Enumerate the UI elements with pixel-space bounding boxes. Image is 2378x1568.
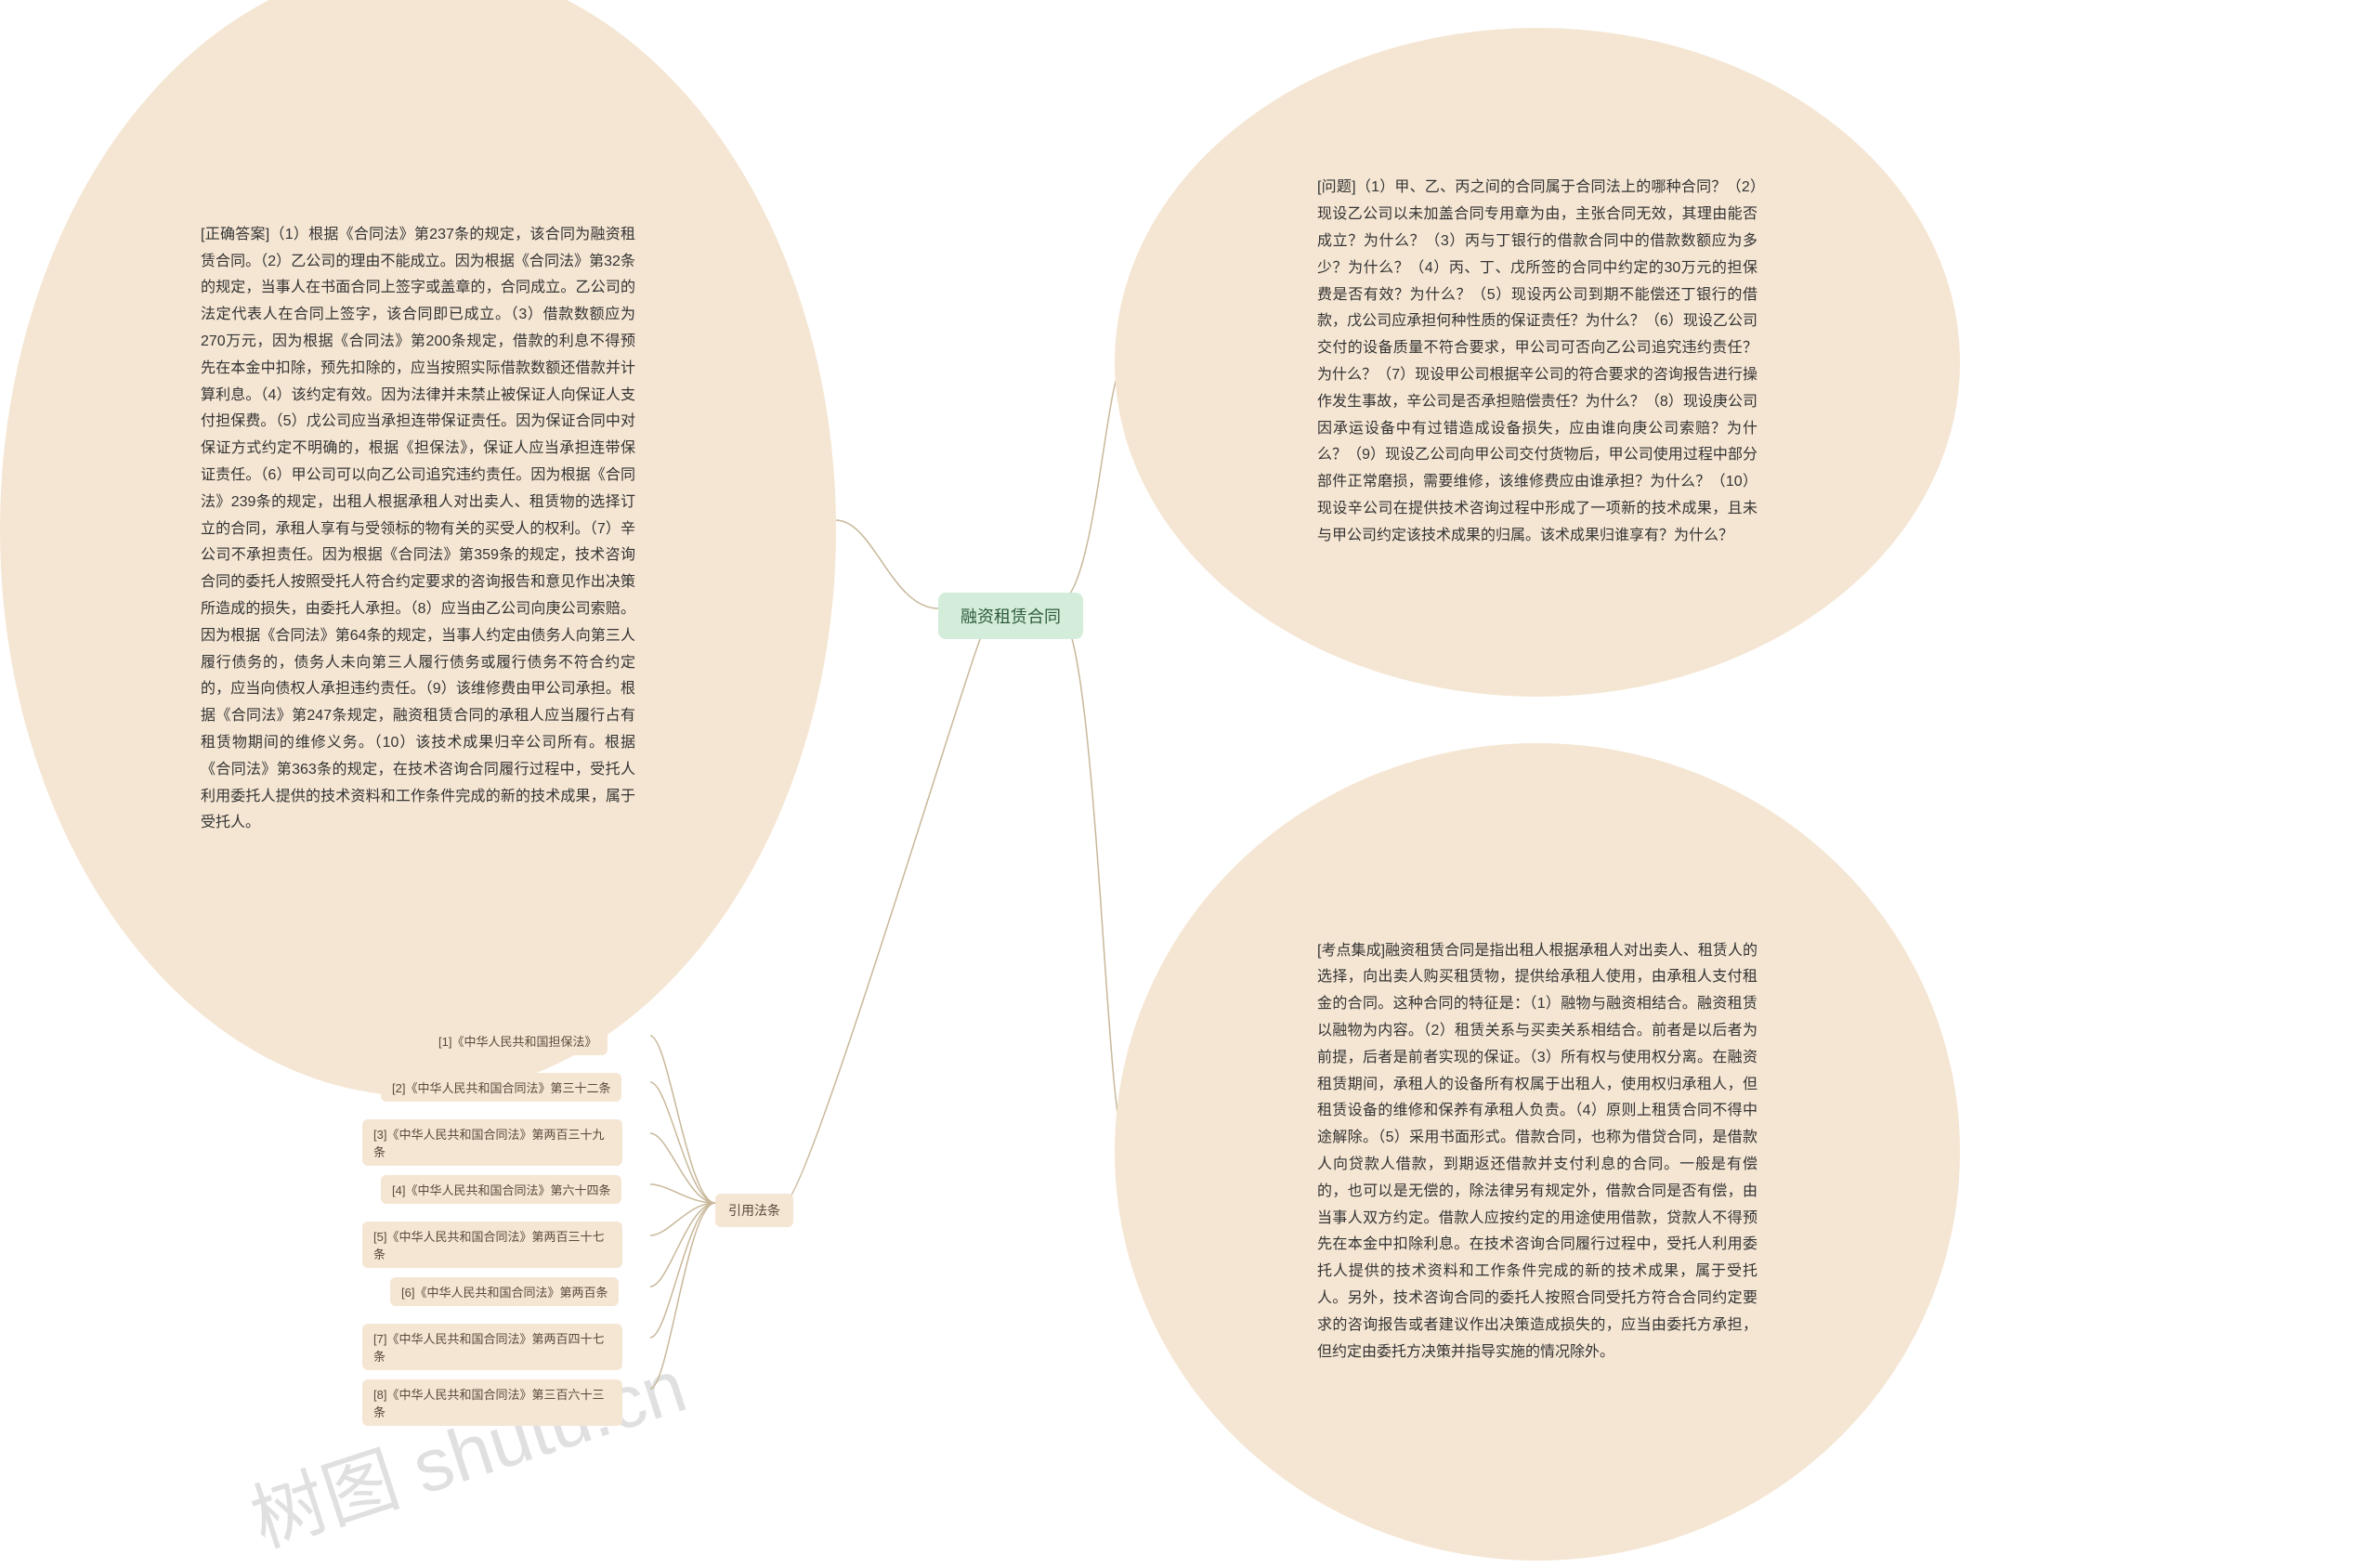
summary-text: [考点集成]融资租赁合同是指出租人根据承租人对出卖人、租赁人的选择，向出卖人购买… bbox=[1317, 938, 1757, 1366]
answers-text: [正确答案]（1）根据《合同法》第237条的规定，该合同为融资租赁合同。（2）乙… bbox=[201, 222, 635, 837]
citation-item[interactable]: [4]《中华人民共和国合同法》第六十四条 bbox=[381, 1175, 621, 1204]
answers-bubble: [正确答案]（1）根据《合同法》第237条的规定，该合同为融资租赁合同。（2）乙… bbox=[0, 0, 836, 1096]
summary-bubble: [考点集成]融资租赁合同是指出租人根据承租人对出卖人、租赁人的选择，向出卖人购买… bbox=[1115, 743, 1960, 1561]
questions-bubble: [问题]（1）甲、乙、丙之间的合同属于合同法上的哪种合同？（2）现设乙公司以未加… bbox=[1115, 28, 1960, 697]
questions-text: [问题]（1）甲、乙、丙之间的合同属于合同法上的哪种合同？（2）现设乙公司以未加… bbox=[1317, 175, 1757, 549]
center-topic[interactable]: 融资租赁合同 bbox=[938, 593, 1083, 639]
citation-item[interactable]: [7]《中华人民共和国合同法》第两百四十七条 bbox=[362, 1324, 622, 1370]
citation-item[interactable]: [5]《中华人民共和国合同法》第两百三十七条 bbox=[362, 1222, 622, 1268]
citations-branch[interactable]: 引用法条 bbox=[715, 1194, 793, 1227]
citation-item[interactable]: [3]《中华人民共和国合同法》第两百三十九条 bbox=[362, 1119, 622, 1166]
citation-item[interactable]: [6]《中华人民共和国合同法》第两百条 bbox=[390, 1277, 619, 1306]
citation-item[interactable]: [8]《中华人民共和国合同法》第三百六十三条 bbox=[362, 1379, 622, 1426]
citation-item[interactable]: [1]《中华人民共和国担保法》 bbox=[427, 1026, 608, 1055]
citation-item[interactable]: [2]《中华人民共和国合同法》第三十二条 bbox=[381, 1073, 621, 1102]
